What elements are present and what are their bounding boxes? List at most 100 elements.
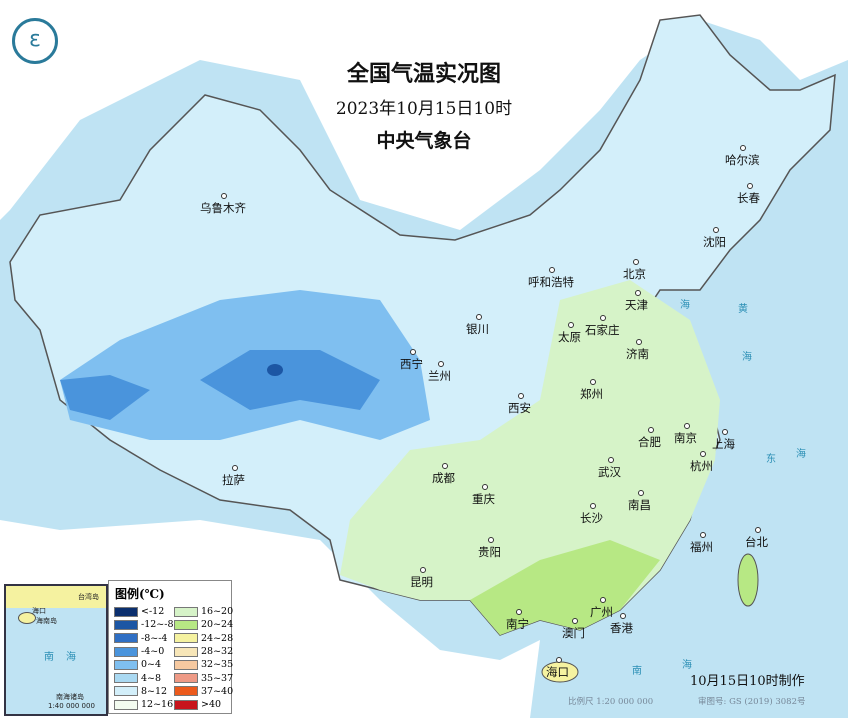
legend-label: 28~32 [201, 646, 234, 658]
legend-item: 20~24 [174, 618, 233, 631]
inset-label: 南 [44, 652, 54, 663]
city-label: 南宁 [506, 609, 529, 631]
legend-column: 16~20 20~24 24~28 28~32 32~35 35~37 37~40 >40 [174, 605, 233, 711]
legend-item: 37~40 [174, 685, 233, 698]
inset-label: 海南岛 [36, 617, 57, 625]
sea-label: 南 [632, 666, 642, 677]
city-label: 太原 [558, 322, 581, 344]
inset-scale: 1:40 000 000 [48, 702, 95, 710]
legend-swatch [174, 659, 198, 670]
legend-swatch [174, 633, 198, 644]
city-label: 济南 [626, 339, 649, 361]
legend-swatch [174, 606, 198, 617]
city-label: 香港 [610, 613, 633, 635]
legend-item: 12~16 [114, 698, 174, 711]
legend-label: -8~-4 [141, 632, 168, 644]
legend-item: -4~0 [114, 645, 174, 658]
legend-swatch [174, 699, 198, 710]
legend-swatch [114, 646, 138, 657]
legend-swatch [114, 686, 138, 697]
city-label: 兰州 [428, 361, 451, 383]
legend-swatch [174, 686, 198, 697]
legend-swatch [114, 673, 138, 684]
taiwan-island [737, 553, 759, 607]
legend-column: <-12 -12~-8 -8~-4 -4~0 0~4 4~8 8~12 12~16 [114, 605, 174, 711]
legend-swatch [114, 633, 138, 644]
sea-label: 黄 [738, 304, 748, 315]
cma-logo: ε [12, 18, 58, 64]
sea-label: 海 [742, 352, 752, 363]
city-label: 郑州 [580, 379, 603, 401]
sea-label: 东 [766, 454, 776, 465]
very-cold-plateau-region [60, 350, 380, 420]
city-label: 沈阳 [703, 227, 726, 249]
legend-label: 20~24 [201, 619, 234, 631]
city-label: 乌鲁木齐 [200, 193, 246, 215]
city-label: 天津 [625, 290, 648, 312]
city-label: 南京 [674, 423, 697, 445]
legend-swatch [174, 619, 198, 630]
legend-label: 37~40 [201, 685, 234, 697]
inset-mainland [6, 586, 106, 608]
legend-item: -12~-8 [114, 618, 174, 631]
sea-label: 海 [682, 660, 692, 671]
map-datetime: 2023年10月15日10时 [335, 99, 513, 119]
legend-item: 35~37 [174, 671, 233, 684]
city-label: 拉萨 [222, 465, 245, 487]
city-label: 重庆 [472, 484, 495, 506]
city-label: 合肥 [638, 427, 661, 449]
coldest-spot [267, 364, 283, 376]
legend-item: -8~-4 [114, 632, 174, 645]
legend-item: 0~4 [114, 658, 174, 671]
inset-label: 海口 [32, 607, 46, 615]
legend-item: 8~12 [114, 685, 174, 698]
city-label: 广州 [590, 597, 613, 619]
legend-swatch [174, 673, 198, 684]
city-label: 石家庄 [585, 315, 620, 337]
legend-label: 12~16 [141, 699, 174, 711]
city-label: 西宁 [400, 349, 423, 371]
approval-number: 审图号: GS (2019) 3082号 [698, 697, 806, 707]
legend-item: 32~35 [174, 658, 233, 671]
legend-swatch [114, 699, 138, 710]
legend-swatch [114, 619, 138, 630]
city-label: 长春 [737, 183, 760, 205]
map-agency: 中央气象台 [376, 130, 472, 152]
legend-label: 24~28 [201, 632, 234, 644]
city-label: 海口 [546, 657, 569, 679]
legend-label: 0~4 [141, 659, 162, 671]
city-label: 澳门 [562, 618, 585, 640]
city-label: 西安 [508, 393, 531, 415]
legend-swatch [114, 659, 138, 670]
sea-label: 海 [796, 449, 806, 460]
city-label: 北京 [623, 259, 646, 281]
production-time: 10月15日10时制作 [690, 674, 805, 689]
city-label: 长沙 [580, 503, 603, 525]
legend-item: 16~20 [174, 605, 233, 618]
city-label: 上海 [712, 429, 735, 451]
city-label: 贵阳 [478, 537, 501, 559]
legend-label: -4~0 [141, 646, 165, 658]
legend-label: 4~8 [141, 672, 162, 684]
legend-label: 8~12 [141, 685, 168, 697]
city-label: 武汉 [598, 457, 621, 479]
legend: 图例(℃) <-12 -12~-8 -8~-4 -4~0 0~4 4~8 8~12 12~16… [108, 580, 233, 714]
city-label: 银川 [466, 314, 489, 336]
city-label: 福州 [690, 532, 713, 554]
legend-item: 24~28 [174, 632, 233, 645]
inset-hainan [18, 612, 36, 624]
city-label: 成都 [432, 463, 455, 485]
city-label: 呼和浩特 [528, 267, 574, 289]
city-label: 台北 [745, 527, 768, 549]
city-label: 南昌 [628, 490, 651, 512]
city-label: 哈尔滨 [725, 145, 760, 167]
inset-label: 海 [66, 652, 76, 663]
legend-title: 图例(℃) [115, 587, 165, 601]
legend-label: 32~35 [201, 659, 234, 671]
inset-label: 台湾岛 [78, 593, 99, 601]
map-scale: 比例尺 1:20 000 000 [568, 697, 654, 707]
legend-item: <-12 [114, 605, 174, 618]
legend-item: 4~8 [114, 671, 174, 684]
